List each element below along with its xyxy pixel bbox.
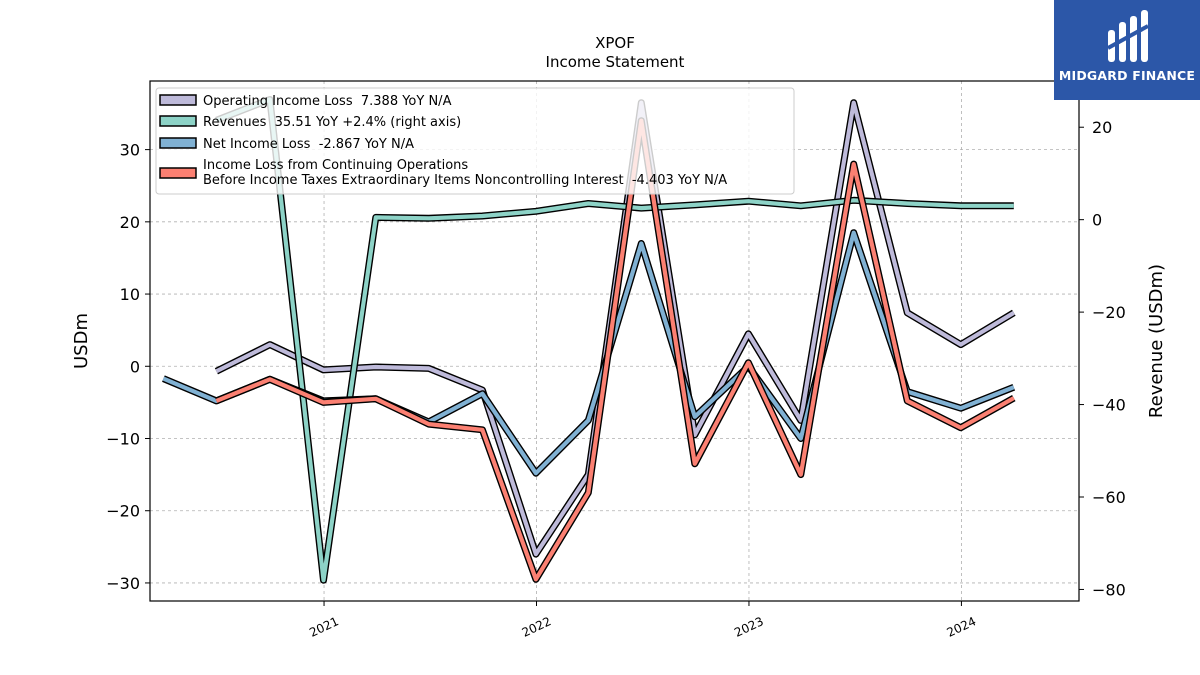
chart-subtitle: Income Statement bbox=[546, 53, 685, 71]
legend-label-2: Net Income Loss -2.867 YoY N/A bbox=[203, 137, 414, 152]
x-tick-label: 2024 bbox=[945, 614, 979, 640]
plot-frame bbox=[149, 80, 1080, 602]
left-axis-ticks: −30 −20 −10 0 10 20 30 bbox=[106, 141, 150, 593]
y2-tick-label: −40 bbox=[1092, 396, 1126, 415]
legend: Operating Income Loss 7.388 YoY N/A Reven… bbox=[155, 87, 795, 195]
y2-tick-label: 0 bbox=[1092, 211, 1102, 230]
y2-tick-label: −80 bbox=[1092, 580, 1126, 599]
y-tick-label: 20 bbox=[120, 213, 140, 232]
midgard-finance-logo: MIDGARD FINANCE bbox=[1054, 0, 1200, 100]
y2-tick-label: −20 bbox=[1092, 303, 1126, 322]
y-tick-label: −30 bbox=[106, 574, 140, 593]
legend-swatch-1 bbox=[159, 115, 197, 127]
legend-label-3: Income Loss from Continuing Operations bbox=[203, 158, 468, 173]
legend-box bbox=[155, 87, 795, 195]
legend-label-0: Operating Income Loss 7.388 YoY N/A bbox=[203, 94, 452, 109]
chart-title: XPOF bbox=[595, 34, 635, 52]
y-tick-label: 30 bbox=[120, 141, 140, 160]
y2-tick-label: −60 bbox=[1092, 488, 1126, 507]
logo-mark-icon bbox=[1107, 10, 1149, 62]
legend-swatch-3 bbox=[159, 167, 197, 179]
legend-swatch-2 bbox=[159, 137, 197, 149]
legend-label-3: Before Income Taxes Extraordinary Items … bbox=[203, 173, 727, 188]
series-lines bbox=[162, 96, 1016, 584]
series-line-3 bbox=[215, 118, 1015, 582]
x-tick-label: 2021 bbox=[307, 614, 341, 640]
right-axis-ticks: −80 −60 −40 −20 0 20 bbox=[1079, 118, 1126, 599]
legend-label-1: Revenues 35.51 YoY +2.4% (right axis) bbox=[203, 115, 461, 130]
y2-axis-label: Revenue (USDm) bbox=[1146, 264, 1167, 418]
y-tick-label: 10 bbox=[120, 285, 140, 304]
x-axis-ticks: 2021 2022 2023 2024 bbox=[307, 601, 978, 640]
x-tick-label: 2023 bbox=[732, 614, 766, 640]
y-tick-label: −10 bbox=[106, 430, 140, 449]
y-tick-label: −20 bbox=[106, 502, 140, 521]
y-tick-label: 0 bbox=[130, 357, 140, 376]
y-axis-label: USDm bbox=[71, 313, 92, 369]
legend-swatch-0 bbox=[159, 94, 197, 106]
y2-tick-label: 20 bbox=[1092, 118, 1112, 137]
logo-text: MIDGARD FINANCE bbox=[1058, 68, 1196, 83]
x-tick-label: 2022 bbox=[520, 614, 554, 640]
